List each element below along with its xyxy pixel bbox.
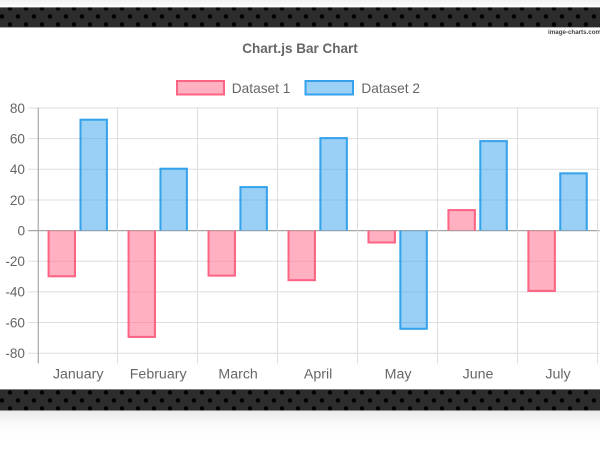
svg-text:60: 60 <box>10 131 26 146</box>
svg-text:January: January <box>53 367 104 383</box>
svg-text:April: April <box>304 367 332 383</box>
svg-text:image-charts.com: image-charts.com <box>548 29 600 36</box>
svg-text:Dataset 2: Dataset 2 <box>361 81 420 96</box>
svg-text:-60: -60 <box>5 315 25 330</box>
svg-text:-40: -40 <box>5 285 25 300</box>
svg-text:-80: -80 <box>5 346 25 361</box>
svg-text:Chart.js Bar Chart: Chart.js Bar Chart <box>242 41 358 56</box>
svg-text:Dataset 1: Dataset 1 <box>232 81 291 96</box>
svg-text:40: 40 <box>10 162 26 177</box>
svg-text:0: 0 <box>17 223 25 238</box>
svg-text:May: May <box>385 367 413 383</box>
svg-text:80: 80 <box>10 101 26 116</box>
svg-text:20: 20 <box>10 193 26 208</box>
svg-text:March: March <box>218 367 257 383</box>
svg-text:June: June <box>463 367 494 383</box>
svg-text:-20: -20 <box>5 254 25 269</box>
svg-text:February: February <box>130 367 188 383</box>
svg-text:July: July <box>545 367 571 383</box>
